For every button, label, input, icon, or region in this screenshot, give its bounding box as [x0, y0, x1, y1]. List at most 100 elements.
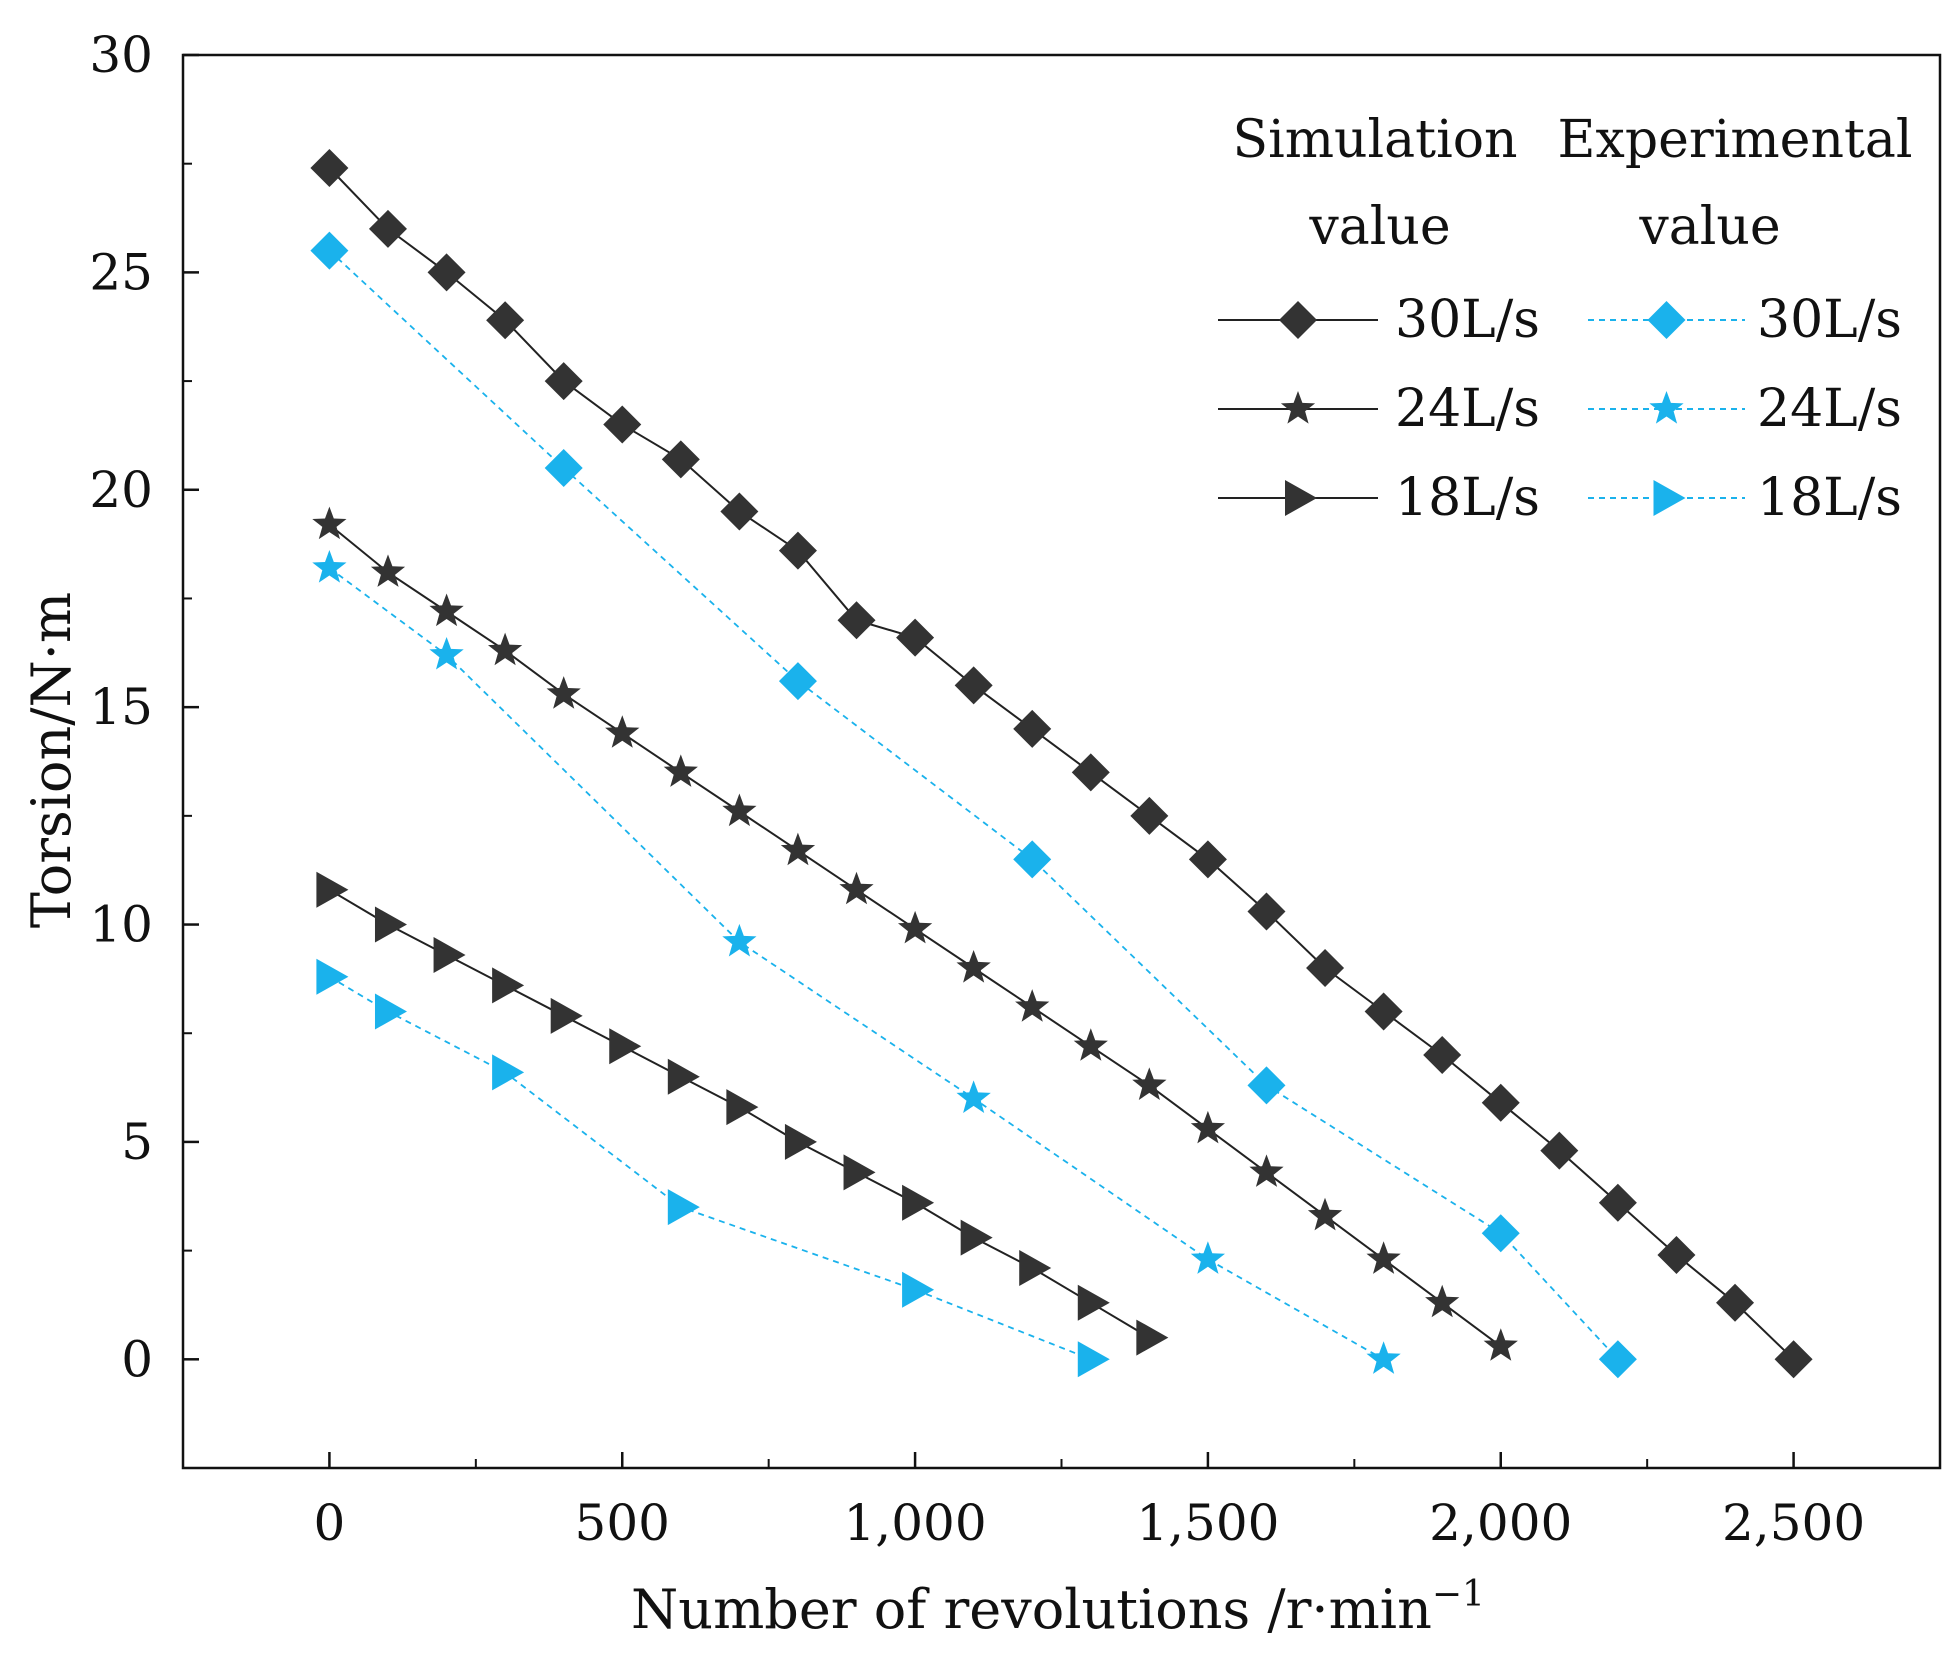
data-point — [429, 593, 464, 627]
data-point — [312, 506, 347, 540]
data-point — [667, 1058, 700, 1095]
legend-marker — [1280, 391, 1316, 424]
data-point — [1188, 840, 1227, 879]
data-point — [1774, 1340, 1813, 1379]
data-point — [667, 1189, 700, 1226]
data-point — [843, 1154, 876, 1191]
legend-label-sim-24: 24L/s — [1395, 379, 1540, 439]
data-point — [1190, 1110, 1225, 1144]
y-tick-label: 5 — [121, 1113, 153, 1171]
legend-marks — [1218, 301, 1745, 516]
legend-marker — [1285, 480, 1317, 516]
data-point — [1307, 1197, 1343, 1231]
y-tick-label: 0 — [121, 1330, 153, 1388]
data-point — [310, 149, 349, 188]
data-point — [1598, 1340, 1637, 1379]
x-axis-title: Number of revolutions /r·min−1 — [631, 1574, 1485, 1641]
data-point — [1013, 840, 1052, 879]
legend: Simulation value Experimental value 30L/… — [1218, 110, 1912, 528]
data-point — [898, 910, 933, 944]
data-point — [1247, 1066, 1286, 1105]
legend-label-sim-30: 30L/s — [1395, 290, 1540, 350]
data-point — [433, 936, 466, 973]
data-point — [960, 1219, 993, 1256]
data-point — [722, 793, 757, 827]
data-point — [1249, 1154, 1284, 1187]
x-axis-title-superscript: −1 — [1432, 1574, 1485, 1615]
x-tick-label: 1,000 — [844, 1494, 987, 1552]
x-tick-label: 1,500 — [1136, 1494, 1279, 1552]
data-point — [902, 1271, 935, 1308]
data-point — [310, 231, 349, 270]
legend-marker — [1279, 301, 1317, 339]
data-point — [720, 492, 759, 531]
data-point — [544, 362, 583, 401]
axes-layer: 0 500 1,000 1,500 2,000 2,500 0 5 10 15 20 25 30 — [89, 26, 1942, 1552]
data-point — [1366, 1241, 1401, 1274]
legend-label-exp-30: 30L/s — [1757, 290, 1902, 350]
data-point — [1019, 1250, 1052, 1287]
data-point — [1130, 796, 1169, 835]
y-tick-label: 20 — [89, 461, 153, 519]
legend-label-sim-18: 18L/s — [1395, 468, 1540, 528]
data-point — [1481, 1083, 1520, 1122]
series-layer — [310, 149, 1813, 1379]
data-point — [609, 1028, 642, 1065]
data-point — [550, 997, 583, 1034]
legend-marker — [1649, 391, 1684, 424]
data-point — [1306, 949, 1345, 988]
series-experimental-24L-s — [312, 550, 1401, 1374]
data-point — [956, 950, 991, 983]
legend-marker — [1647, 301, 1686, 339]
legend-label-exp-24: 24L/s — [1757, 379, 1902, 439]
data-point — [492, 1054, 525, 1091]
legend-label-exp-18: 18L/s — [1757, 468, 1902, 528]
data-point — [1247, 892, 1286, 931]
data-point — [1190, 1241, 1225, 1274]
data-point — [661, 440, 700, 479]
x-tick-label: 2,500 — [1722, 1494, 1865, 1552]
data-point — [1015, 989, 1050, 1022]
series-line — [328, 567, 1385, 1361]
y-tick-label: 30 — [89, 26, 153, 84]
data-point — [780, 832, 816, 866]
y-tick-label: 15 — [89, 678, 153, 736]
data-point — [374, 906, 407, 943]
legend-header-experimental-2: value — [1638, 197, 1780, 257]
x-tick-label: 500 — [575, 1494, 670, 1552]
data-point — [603, 405, 642, 444]
data-point — [1132, 1067, 1167, 1100]
legend-header-experimental-1: Experimental — [1558, 110, 1913, 170]
data-point — [1483, 1328, 1518, 1361]
series-simulation-30L-s — [310, 149, 1813, 1379]
data-point — [722, 923, 757, 957]
data-point — [902, 1184, 935, 1221]
data-point — [839, 871, 874, 905]
data-point — [492, 967, 525, 1004]
data-point — [956, 1080, 991, 1113]
legend-header-simulation-2: value — [1308, 197, 1450, 257]
data-point — [544, 449, 583, 488]
data-point — [778, 662, 817, 701]
data-point — [837, 601, 876, 640]
series-experimental-30L-s — [310, 231, 1637, 1379]
data-point — [605, 715, 640, 748]
data-point — [1423, 1035, 1462, 1074]
data-point — [312, 550, 347, 583]
data-point — [546, 676, 581, 709]
x-tick-label: 2,000 — [1429, 1494, 1572, 1552]
data-point — [486, 301, 525, 340]
data-point — [368, 209, 407, 248]
data-point — [1136, 1319, 1169, 1356]
data-point — [954, 666, 993, 705]
data-point — [1364, 992, 1403, 1031]
data-point — [726, 1089, 759, 1126]
x-tick-label: 0 — [314, 1494, 346, 1552]
data-point — [1425, 1284, 1460, 1318]
data-point — [316, 871, 349, 908]
data-point — [1716, 1283, 1755, 1322]
data-point — [1073, 1028, 1108, 1061]
data-point — [1077, 1284, 1110, 1321]
